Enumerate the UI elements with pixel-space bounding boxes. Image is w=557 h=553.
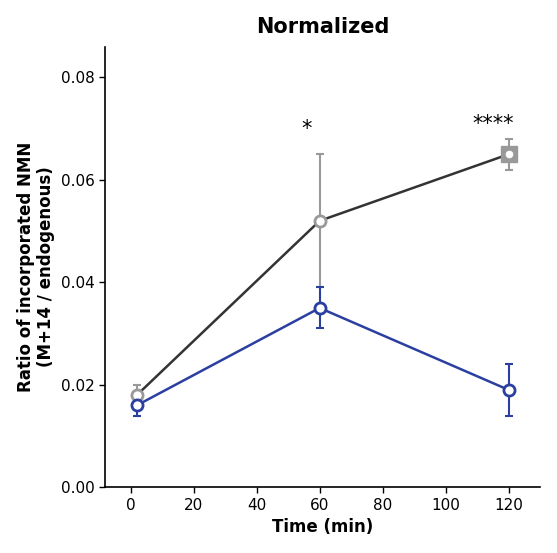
- X-axis label: Time (min): Time (min): [272, 518, 373, 536]
- Text: ****: ****: [472, 114, 514, 134]
- Y-axis label: Ratio of incorporated NMN
(M+14 / endogenous): Ratio of incorporated NMN (M+14 / endoge…: [17, 142, 56, 392]
- Title: Normalized: Normalized: [256, 17, 389, 36]
- Text: *: *: [302, 119, 312, 139]
